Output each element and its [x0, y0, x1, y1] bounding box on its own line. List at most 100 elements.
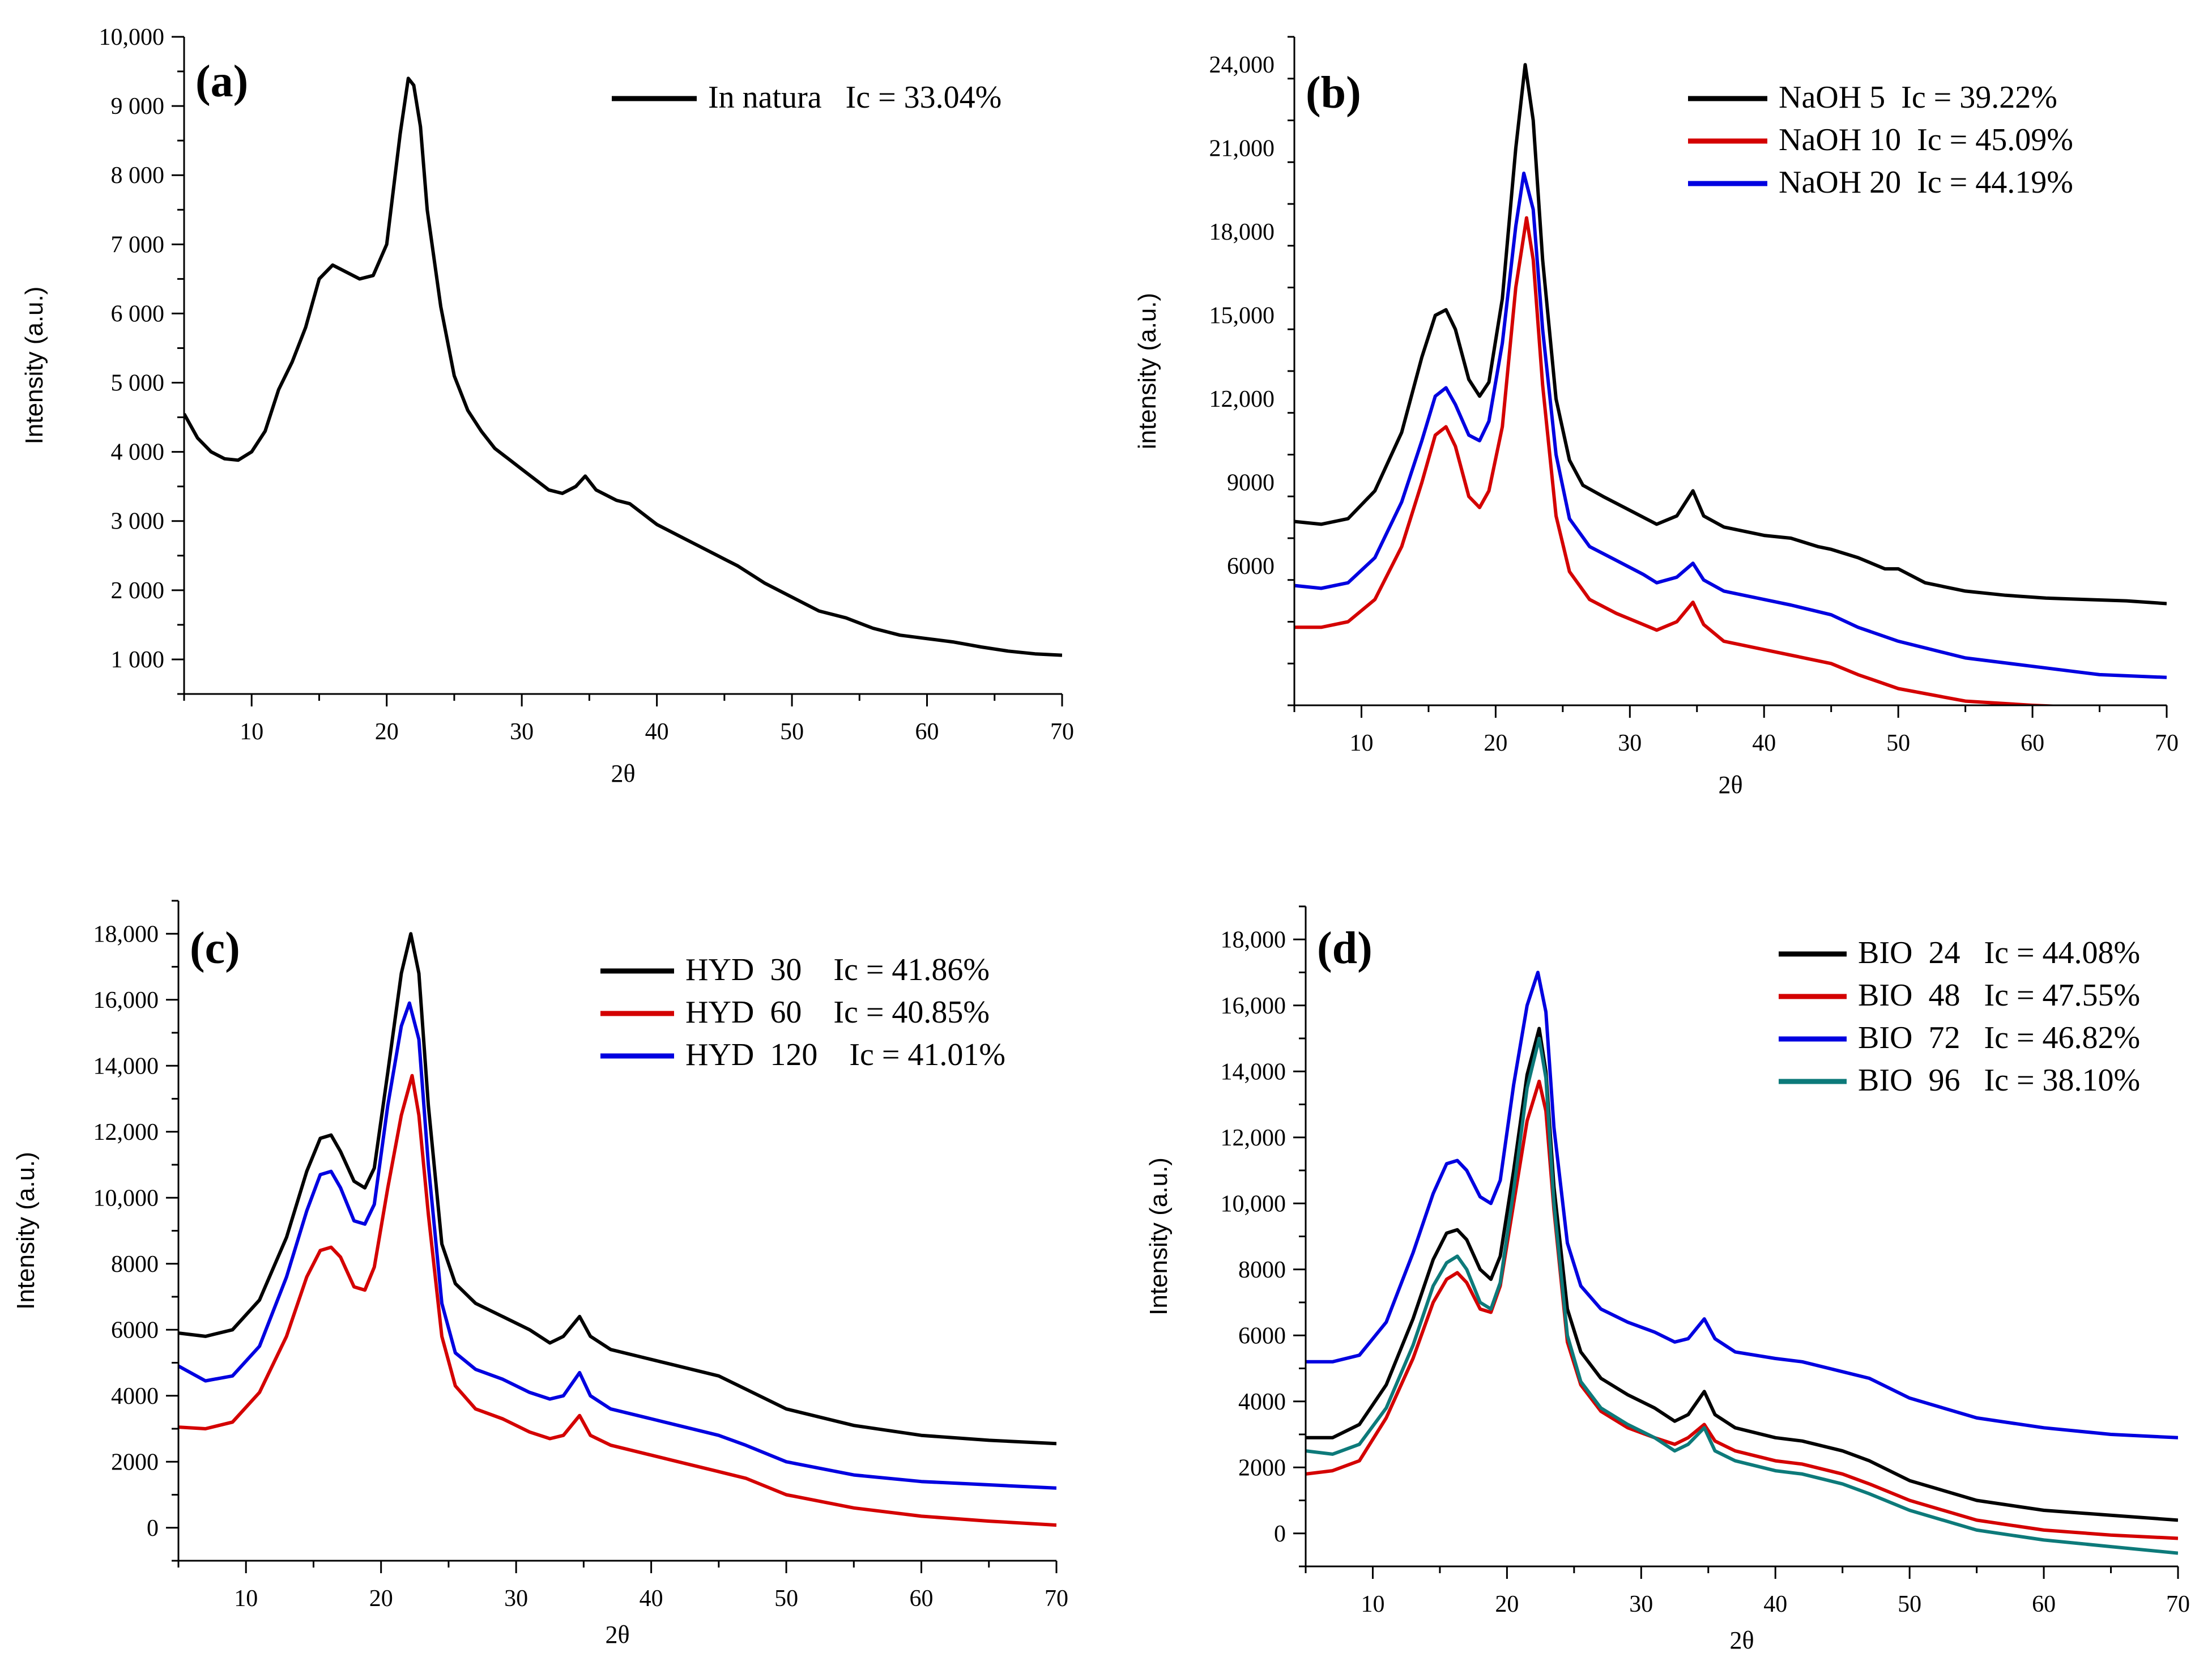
- x-tick-label: 40: [645, 719, 669, 745]
- y-tick-label: 0: [147, 1515, 159, 1541]
- series-line-2: [1294, 216, 2074, 705]
- y-tick-label: 18,000: [1221, 927, 1286, 953]
- x-tick-label: 10: [240, 719, 263, 745]
- y-tick-label: 6000: [111, 1317, 159, 1343]
- x-tick-label: 30: [1618, 730, 1642, 756]
- legend-label: HYD 120 Ic = 41.01%: [685, 1037, 1005, 1072]
- series-line-1: [1294, 63, 2167, 606]
- y-tick-label: 4 000: [111, 440, 165, 466]
- y-tick-label: 14,000: [1221, 1059, 1286, 1085]
- x-tick-label: 30: [504, 1586, 528, 1612]
- y-tick-label: 10,000: [93, 1185, 159, 1211]
- y-tick-label: 21,000: [1209, 136, 1275, 162]
- y-tick-label: 0: [1274, 1521, 1286, 1547]
- y-axis-label: Intensity (a.u.): [20, 287, 48, 445]
- legend-label: BIO 72 Ic = 46.82%: [1858, 1020, 2140, 1055]
- y-tick-label: 5 000: [111, 370, 165, 397]
- x-tick-label: 10: [1349, 730, 1373, 756]
- x-tick-label: 20: [369, 1586, 393, 1612]
- series-line-1: [178, 932, 1056, 1446]
- x-tick-label: 60: [2021, 730, 2044, 756]
- y-tick-label: 4000: [1238, 1389, 1286, 1415]
- x-axis-label: 2θ: [1718, 771, 1742, 799]
- y-tick-label: 6 000: [111, 301, 165, 327]
- x-tick-label: 40: [1752, 730, 1776, 756]
- series-line-3: [1306, 970, 2178, 1439]
- series-line-2: [178, 1074, 1056, 1527]
- x-tick-label: 50: [1886, 730, 1910, 756]
- y-tick-label: 18,000: [93, 921, 159, 947]
- legend-label: NaOH 10 Ic = 45.09%: [1779, 122, 2073, 157]
- y-tick-label: 3 000: [111, 509, 165, 535]
- legend-label: BIO 24 Ic = 44.08%: [1858, 935, 2140, 970]
- panel-b: 10 20 30 40 50 60 70 6000 9000 12,000 15,000 18,000…: [1133, 36, 2179, 799]
- x-axis-label: 2θ: [1729, 1626, 1754, 1654]
- y-tick-label: 18,000: [1209, 219, 1275, 245]
- x-tick-label: 10: [1361, 1591, 1384, 1617]
- y-tick-label: 2000: [111, 1449, 159, 1475]
- series-line-1: [184, 76, 1062, 657]
- y-tick-label: 24,000: [1209, 52, 1275, 78]
- legend-label: HYD 60 Ic = 40.85%: [685, 995, 990, 1030]
- x-tick-label: 60: [910, 1586, 934, 1612]
- x-tick-label: 60: [915, 719, 939, 745]
- y-tick-label: 12,000: [93, 1119, 159, 1145]
- legend-label: BIO 96 Ic = 38.10%: [1858, 1063, 2140, 1098]
- panel-label: (b): [1306, 68, 1361, 118]
- panel-a: 10 20 30 40 50 60 70 1 000 2 000 3 000 4 000 5 000 6…: [20, 24, 1074, 787]
- y-tick-label: 4000: [111, 1383, 159, 1409]
- y-axis-label: Intensity (a.u.): [1145, 1157, 1173, 1315]
- y-tick-label: 9 000: [111, 93, 165, 120]
- y-tick-label: 2 000: [111, 578, 165, 604]
- y-tick-label: 9000: [1227, 470, 1275, 496]
- y-tick-label: 7 000: [111, 232, 165, 258]
- y-tick-label: 15,000: [1209, 303, 1275, 329]
- x-tick-label: 30: [510, 719, 534, 745]
- y-axis-label: Intensity (a.u.): [12, 1152, 40, 1310]
- x-tick-label: 20: [1484, 730, 1507, 756]
- y-axis-label: intensity (a.u.): [1133, 293, 1161, 449]
- y-tick-label: 12,000: [1221, 1125, 1286, 1151]
- x-tick-label: 20: [1495, 1591, 1519, 1617]
- x-tick-label: 10: [234, 1586, 258, 1612]
- legend-label: In natura Ic = 33.04%: [708, 80, 1001, 115]
- x-tick-label: 40: [1763, 1591, 1787, 1617]
- y-tick-label: 8000: [111, 1251, 159, 1277]
- x-tick-label: 60: [2032, 1591, 2056, 1617]
- x-axis-label: 2θ: [605, 1621, 629, 1649]
- y-tick-label: 8 000: [111, 163, 165, 189]
- series-line-3: [1294, 171, 2167, 679]
- panel-label: (d): [1317, 923, 1373, 973]
- x-tick-label: 70: [2155, 730, 2179, 756]
- y-tick-label: 2000: [1238, 1455, 1286, 1481]
- legend-label: HYD 30 Ic = 41.86%: [685, 952, 990, 987]
- x-tick-label: 50: [774, 1586, 798, 1612]
- x-tick-label: 70: [2166, 1591, 2190, 1617]
- y-tick-label: 6000: [1227, 553, 1275, 580]
- y-tick-label: 10,000: [99, 24, 165, 50]
- x-tick-label: 40: [640, 1586, 663, 1612]
- legend-label: NaOH 20 Ic = 44.19%: [1779, 165, 2073, 200]
- y-tick-label: 1 000: [111, 647, 165, 673]
- x-tick-label: 70: [1045, 1586, 1068, 1612]
- x-tick-label: 50: [780, 719, 804, 745]
- x-tick-label: 20: [375, 719, 399, 745]
- legend-label: NaOH 5 Ic = 39.22%: [1779, 80, 2057, 115]
- x-tick-label: 50: [1898, 1591, 1921, 1617]
- x-tick-label: 70: [1050, 719, 1074, 745]
- series-line-4: [1306, 1037, 2178, 1555]
- x-axis-label: 2θ: [611, 760, 635, 787]
- y-tick-label: 10,000: [1221, 1191, 1286, 1217]
- panel-c: 10 20 30 40 50 60 70 0 2000 4000 6000 8000 10,000 12,…: [12, 900, 1068, 1649]
- y-tick-label: 16,000: [1221, 993, 1286, 1019]
- x-tick-label: 30: [1629, 1591, 1653, 1617]
- legend-label: BIO 48 Ic = 47.55%: [1858, 978, 2140, 1013]
- y-tick-label: 8000: [1238, 1257, 1286, 1283]
- y-tick-label: 14,000: [93, 1053, 159, 1079]
- y-tick-label: 12,000: [1209, 386, 1275, 412]
- y-tick-label: 16,000: [93, 987, 159, 1013]
- y-tick-label: 6000: [1238, 1323, 1286, 1349]
- series-line-1: [1306, 1027, 2178, 1522]
- panel-label: (c): [190, 923, 240, 973]
